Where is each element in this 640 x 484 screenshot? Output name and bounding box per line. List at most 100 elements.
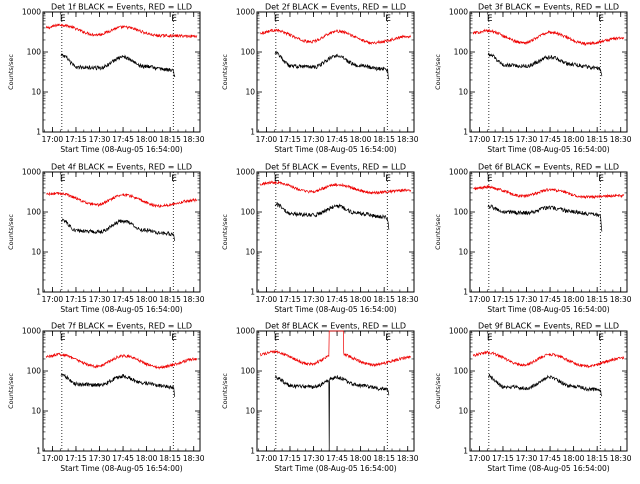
plot-title: Det 7f BLACK = Events, RED = LLD (51, 322, 192, 331)
x-tick-label: 17:15 (279, 454, 301, 463)
x-tick-label: 17:30 (516, 295, 538, 304)
event-marker-label: E (171, 14, 177, 24)
x-tick-label: 17:30 (89, 295, 111, 304)
x-tick-label: 17:45 (112, 295, 134, 304)
y-axis-label: Counts/sec (221, 214, 229, 250)
x-tick-label: 18:00 (136, 135, 158, 144)
y-tick-label: 1 (250, 128, 255, 137)
y-axis-label: Counts/sec (434, 54, 442, 90)
x-tick-label: 17:45 (112, 454, 134, 463)
y-tick-label: 100 (241, 48, 256, 57)
y-tick-label: 100 (241, 208, 256, 217)
plot-title: Det 6f BLACK = Events, RED = LLD (478, 163, 619, 172)
y-tick-label: 100 (27, 208, 42, 217)
y-axis-label: Counts/sec (7, 214, 15, 250)
y-tick-label: 100 (27, 48, 42, 57)
x-tick-label: 17:45 (326, 454, 348, 463)
event-marker-label: E (60, 333, 66, 343)
x-tick-label: 18:15 (586, 295, 608, 304)
plot-frame (256, 171, 415, 293)
events-series-line (60, 218, 176, 242)
event-marker-label: E (385, 14, 391, 24)
y-tick-label: 10 (458, 407, 468, 416)
y-axis-label: Counts/sec (434, 373, 442, 409)
y-tick-label: 100 (241, 367, 256, 376)
y-tick-label: 10 (245, 88, 255, 97)
lld-series-line (46, 191, 198, 209)
event-marker-label: E (598, 14, 604, 24)
y-tick-label: 1000 (236, 327, 255, 336)
y-tick-label: 1000 (22, 8, 41, 17)
y-tick-label: 10 (31, 88, 41, 97)
x-tick-label: 18:30 (610, 295, 632, 304)
x-tick-label: 18:30 (183, 295, 205, 304)
x-tick-label: 18:15 (159, 135, 181, 144)
lld-series-line (472, 350, 625, 369)
x-tick-label: 18:00 (563, 135, 585, 144)
y-tick-label: 1000 (449, 168, 468, 177)
event-marker-label: E (60, 174, 66, 184)
event-marker-label: E (171, 333, 177, 343)
x-axis-label: Start Time (08-Aug-05 16:54:00) (274, 464, 396, 473)
y-tick-label: 1000 (236, 8, 255, 17)
x-tick-label: 18:15 (373, 295, 395, 304)
y-axis-label: Counts/sec (221, 54, 229, 90)
y-tick-label: 1 (463, 447, 468, 456)
event-marker-label: E (385, 174, 391, 184)
detector-panel-6: Det 6f BLACK = Events, RED = LLD Counts/s… (434, 163, 632, 315)
x-tick-label: 17:00 (42, 295, 64, 304)
plot-frame (256, 330, 415, 452)
x-tick-label: 17:30 (89, 454, 111, 463)
x-tick-label: 18:30 (183, 454, 205, 463)
x-tick-label: 18:00 (350, 135, 372, 144)
plot-frame (469, 11, 628, 133)
x-tick-label: 17:15 (65, 295, 87, 304)
y-tick-label: 10 (31, 248, 41, 257)
y-tick-label: 10 (458, 88, 468, 97)
x-tick-label: 18:00 (136, 454, 158, 463)
y-tick-label: 1 (250, 288, 255, 297)
event-marker-label: E (598, 333, 604, 343)
x-tick-label: 17:30 (303, 295, 325, 304)
detector-panel-9: Det 9f BLACK = Events, RED = LLD Counts/s… (434, 322, 632, 474)
x-tick-label: 18:00 (350, 295, 372, 304)
y-tick-label: 100 (454, 367, 469, 376)
event-marker-label: E (171, 174, 177, 184)
events-series-line (60, 53, 176, 77)
x-tick-label: 18:00 (136, 295, 158, 304)
lld-series-line (45, 23, 198, 39)
x-tick-label: 18:15 (586, 454, 608, 463)
x-tick-label: 18:15 (373, 135, 395, 144)
y-tick-label: 1 (250, 447, 255, 456)
y-tick-label: 1 (36, 447, 41, 456)
x-tick-label: 17:30 (516, 454, 538, 463)
x-tick-label: 17:00 (469, 295, 491, 304)
y-tick-label: 10 (245, 407, 255, 416)
events-series-line (487, 204, 603, 232)
x-tick-label: 17:30 (303, 454, 325, 463)
y-tick-label: 1000 (449, 327, 468, 336)
event-marker-label: E (274, 174, 280, 184)
x-axis-label: Start Time (08-Aug-05 16:54:00) (60, 145, 182, 154)
x-tick-label: 17:45 (326, 295, 348, 304)
x-tick-label: 18:30 (610, 454, 632, 463)
detector-panel-3: Det 3f BLACK = Events, RED = LLD Counts/s… (434, 3, 632, 155)
x-tick-label: 18:30 (610, 135, 632, 144)
plot-title: Det 4f BLACK = Events, RED = LLD (51, 163, 192, 172)
y-tick-label: 1 (463, 288, 468, 297)
x-tick-label: 18:30 (397, 135, 419, 144)
x-tick-label: 17:00 (469, 454, 491, 463)
x-axis-label: Start Time (08-Aug-05 16:54:00) (487, 305, 609, 314)
lld-series-line (473, 184, 625, 200)
detector-panel-7: Det 7f BLACK = Events, RED = LLD Counts/s… (7, 322, 205, 474)
x-axis-label: Start Time (08-Aug-05 16:54:00) (60, 464, 182, 473)
y-axis-label: Counts/sec (7, 373, 15, 409)
x-tick-label: 18:30 (397, 295, 419, 304)
x-tick-label: 17:30 (516, 135, 538, 144)
y-tick-label: 1 (36, 128, 41, 137)
plot-frame (469, 330, 628, 452)
x-tick-label: 17:00 (469, 135, 491, 144)
y-tick-label: 1000 (22, 168, 41, 177)
x-tick-label: 18:00 (350, 454, 372, 463)
